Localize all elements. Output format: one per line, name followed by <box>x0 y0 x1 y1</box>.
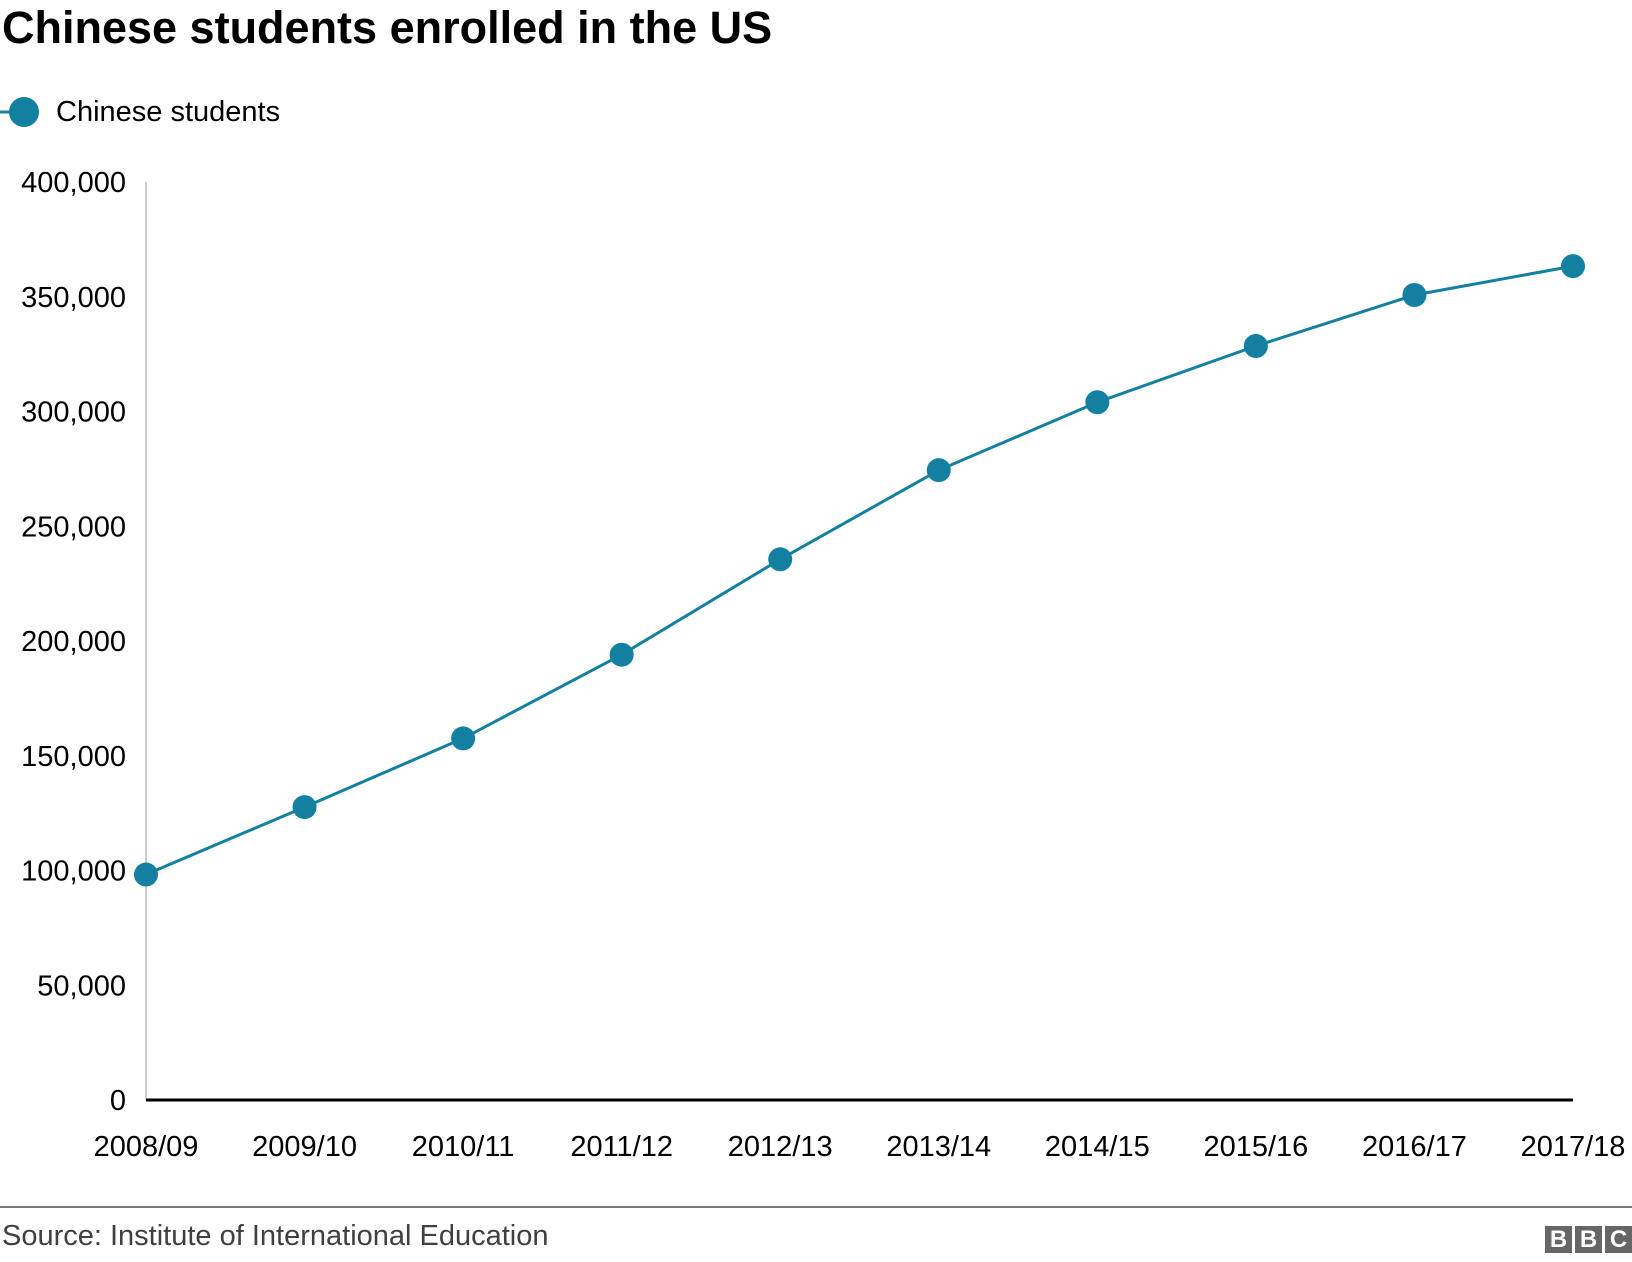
x-tick-label: 2008/09 <box>94 1131 199 1163</box>
data-point <box>768 547 793 572</box>
data-point <box>1561 254 1585 279</box>
x-tick-label: 2013/14 <box>886 1131 991 1163</box>
y-tick-label: 100,000 <box>21 856 126 888</box>
legend-marker-icon <box>0 97 39 127</box>
x-tick-label: 2015/16 <box>1203 1131 1308 1163</box>
y-tick-label: 350,000 <box>21 282 126 314</box>
x-tick-label: 2011/12 <box>570 1131 673 1163</box>
x-tick-label: 2010/11 <box>412 1131 515 1163</box>
y-tick-label: 200,000 <box>21 626 126 658</box>
y-tick-label: 400,000 <box>21 167 126 199</box>
y-tick-label: 0 <box>110 1085 126 1117</box>
y-tick-label: 150,000 <box>21 741 126 773</box>
legend: Chinese students <box>0 92 280 132</box>
x-tick-label: 2017/18 <box>1521 1131 1626 1163</box>
legend-label: Chinese students <box>56 95 281 128</box>
footer-divider <box>0 1206 1632 1208</box>
data-point <box>1085 390 1110 415</box>
data-point <box>134 862 158 887</box>
y-tick-label: 250,000 <box>21 511 126 543</box>
y-tick-label: 300,000 <box>21 397 126 429</box>
x-tick-label: 2009/10 <box>252 1131 357 1163</box>
source-note: Source: Institute of International Educa… <box>2 1220 549 1252</box>
x-tick-label: 2016/17 <box>1362 1131 1467 1163</box>
chart-title: Chinese students enrolled in the US <box>2 2 773 53</box>
data-point <box>451 726 476 751</box>
data-point <box>1402 283 1427 308</box>
data-point <box>1243 333 1268 358</box>
data-point <box>926 458 951 483</box>
y-tick-label: 50,000 <box>37 970 126 1002</box>
data-point <box>292 795 317 820</box>
line-chart: 0 50,000 100,000 150,000 200,000 250,000 300,0… <box>21 167 1626 1163</box>
series-line <box>145 264 1574 876</box>
x-tick-label: 2014/15 <box>1045 1131 1150 1163</box>
x-tick-label: 2012/13 <box>728 1131 833 1163</box>
data-point <box>609 642 634 667</box>
